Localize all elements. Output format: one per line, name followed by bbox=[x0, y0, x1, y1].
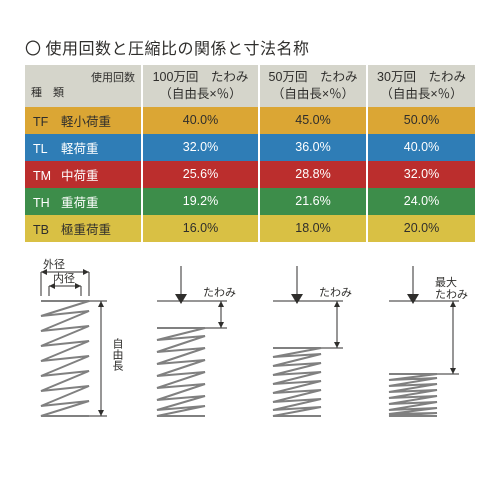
table-row: TH重荷重 19.2% 21.6% 24.0% bbox=[25, 188, 475, 215]
row-tb-c3: 20.0% bbox=[367, 215, 475, 242]
diagram-free-length: 外径 内径 自由長 bbox=[25, 256, 135, 441]
row-th-name: 重荷重 bbox=[61, 196, 99, 210]
row-tb-code: TB bbox=[33, 223, 61, 237]
free-length-label: 自由長 bbox=[111, 337, 124, 371]
spring-free-svg: 外径 内径 自由長 bbox=[25, 256, 135, 441]
header-kind-label: 種 類 bbox=[31, 86, 135, 101]
header-col2-bot: （自由長×％） bbox=[272, 87, 354, 101]
row-tm-c1: 25.6% bbox=[142, 161, 259, 188]
outer-dia-label: 外径 bbox=[43, 258, 65, 271]
row-tm-code: TM bbox=[33, 169, 61, 183]
row-th-c1: 19.2% bbox=[142, 188, 259, 215]
header-usage-label: 使用回数 bbox=[31, 71, 135, 86]
row-tl-c1: 32.0% bbox=[142, 134, 259, 161]
diagram-row: 外径 内径 自由長 bbox=[25, 256, 475, 441]
row-tb-c2: 18.0% bbox=[259, 215, 367, 242]
inner-dia-label: 内径 bbox=[53, 271, 75, 285]
header-col2-top: 50万回 たわみ bbox=[269, 70, 358, 84]
diagram-deflection-2: たわみ bbox=[257, 256, 367, 441]
row-th-c2: 21.6% bbox=[259, 188, 367, 215]
row-tf-code: TF bbox=[33, 115, 61, 129]
chart-title: 〇使用回数と圧縮比の関係と寸法名称 bbox=[25, 35, 475, 59]
max-deflection-label-1: 最大 bbox=[435, 275, 457, 289]
header-col-300k: 30万回 たわみ （自由長×％） bbox=[367, 65, 475, 107]
row-tf-c1: 40.0% bbox=[142, 107, 259, 134]
row-tf-c3: 50.0% bbox=[367, 107, 475, 134]
row-tf-name: 軽小荷重 bbox=[61, 115, 111, 129]
row-tf-c2: 45.0% bbox=[259, 107, 367, 134]
header-col-500k: 50万回 たわみ （自由長×％） bbox=[259, 65, 367, 107]
header-col1-bot: （自由長×％） bbox=[159, 87, 241, 101]
row-tb-name: 極重荷重 bbox=[61, 223, 111, 237]
header-col-1m: 100万回 たわみ （自由長×％） bbox=[142, 65, 259, 107]
title-text: 使用回数と圧縮比の関係と寸法名称 bbox=[46, 41, 310, 58]
row-tl-code: TL bbox=[33, 142, 61, 156]
row-tm-c3: 32.0% bbox=[367, 161, 475, 188]
row-tl-name: 軽荷重 bbox=[61, 142, 99, 156]
header-col1-top: 100万回 たわみ bbox=[153, 70, 249, 84]
deflection-label-1: たわみ bbox=[203, 286, 236, 299]
row-th-c3: 24.0% bbox=[367, 188, 475, 215]
max-deflection-label-2: たわみ bbox=[435, 288, 468, 301]
compression-table: 使用回数 種 類 100万回 たわみ （自由長×％） 50万回 たわみ （自由長… bbox=[25, 65, 475, 242]
diagram-deflection-1: たわみ bbox=[141, 256, 251, 441]
row-tm-name: 中荷重 bbox=[61, 169, 99, 183]
table-row: TL軽荷重 32.0% 36.0% 40.0% bbox=[25, 134, 475, 161]
row-th-lead: TH重荷重 bbox=[25, 188, 142, 215]
diagram-max-deflection: 最大 たわみ bbox=[373, 256, 483, 441]
spring-d2-svg: たわみ bbox=[257, 256, 367, 441]
spring-d1-svg: たわみ bbox=[141, 256, 251, 441]
table-row: TF軽小荷重 40.0% 45.0% 50.0% bbox=[25, 107, 475, 134]
header-col3-top: 30万回 たわみ bbox=[377, 70, 466, 84]
row-tm-lead: TM中荷重 bbox=[25, 161, 142, 188]
row-tl-lead: TL軽荷重 bbox=[25, 134, 142, 161]
row-tf-lead: TF軽小荷重 bbox=[25, 107, 142, 134]
title-circle-icon: 〇 bbox=[25, 35, 42, 59]
spring-max-svg: 最大 たわみ bbox=[373, 256, 483, 441]
row-tb-c1: 16.0% bbox=[142, 215, 259, 242]
deflection-label-2: たわみ bbox=[319, 286, 352, 299]
header-kind-usage: 使用回数 種 類 bbox=[25, 65, 142, 107]
row-tl-c3: 40.0% bbox=[367, 134, 475, 161]
table-row: TB極重荷重 16.0% 18.0% 20.0% bbox=[25, 215, 475, 242]
row-tb-lead: TB極重荷重 bbox=[25, 215, 142, 242]
row-tm-c2: 28.8% bbox=[259, 161, 367, 188]
row-th-code: TH bbox=[33, 196, 61, 210]
row-tl-c2: 36.0% bbox=[259, 134, 367, 161]
table-header-row: 使用回数 種 類 100万回 たわみ （自由長×％） 50万回 たわみ （自由長… bbox=[25, 65, 475, 107]
table-row: TM中荷重 25.6% 28.8% 32.0% bbox=[25, 161, 475, 188]
header-col3-bot: （自由長×％） bbox=[380, 87, 462, 101]
